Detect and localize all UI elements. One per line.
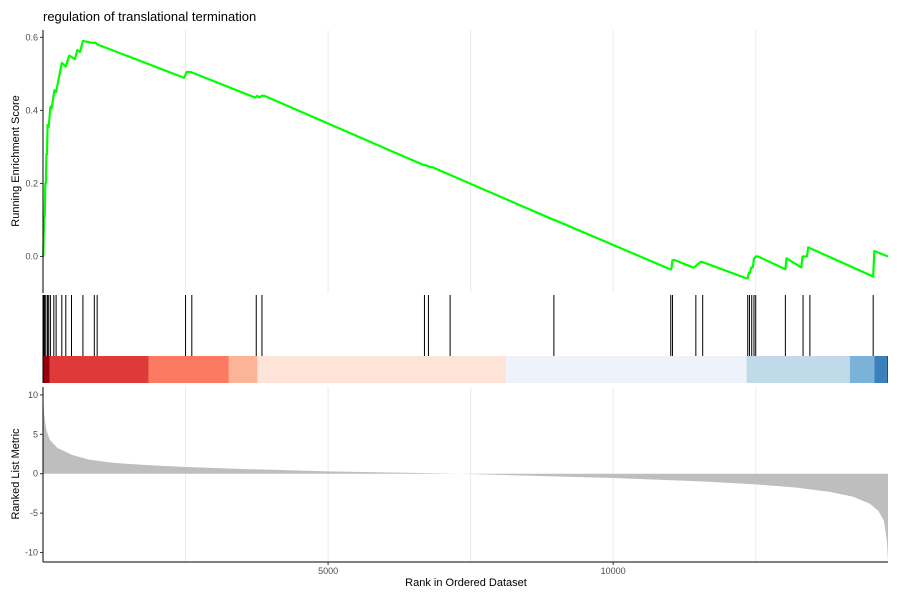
metric-y-tick-label: 10 — [28, 390, 38, 400]
enrichment-y-tick-label: 0.6 — [25, 32, 38, 42]
enrichment-score-line — [42, 39, 889, 280]
enrichment-y-tick-label: 0.0 — [25, 251, 38, 261]
color-band — [148, 356, 229, 383]
color-band — [49, 356, 149, 383]
enrichment-y-tick-label: 0.4 — [25, 105, 38, 115]
color-band — [886, 356, 888, 383]
color-band-layer — [43, 356, 888, 383]
color-band — [43, 356, 50, 383]
color-band — [746, 356, 850, 383]
enrichment-y-tick-label: 0.2 — [25, 178, 38, 188]
x-axis-label: Rank in Ordered Dataset — [405, 577, 527, 589]
color-band — [228, 356, 258, 383]
data-layer — [42, 39, 889, 561]
x-tick-label: 10000 — [601, 566, 626, 576]
chart-title: regulation of translational termination — [43, 9, 256, 24]
color-band — [849, 356, 875, 383]
grid-layer — [185, 30, 757, 562]
hit-marks-layer — [42, 295, 874, 356]
metric-y-tick-label: 0 — [33, 469, 38, 479]
color-band — [257, 356, 506, 383]
metric-y-tick-label: 5 — [33, 429, 38, 439]
metric-y-tick-label: -10 — [25, 548, 38, 558]
metric-y-tick-label: -5 — [30, 508, 38, 518]
metric-y-axis-label: Ranked List Metric — [10, 428, 22, 520]
axis-layer: 0.0 0.2 0.4 0.6 10 5 0 -5 -10 5000 10000 — [25, 30, 888, 576]
color-band — [505, 356, 747, 383]
color-band — [874, 356, 887, 383]
enrichment-y-axis-label: Running Enrichment Score — [10, 95, 22, 226]
ranked-metric-area — [43, 393, 888, 561]
x-tick-label: 5000 — [318, 566, 338, 576]
